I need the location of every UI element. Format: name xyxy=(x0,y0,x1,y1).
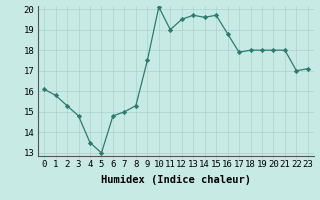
X-axis label: Humidex (Indice chaleur): Humidex (Indice chaleur) xyxy=(101,175,251,185)
